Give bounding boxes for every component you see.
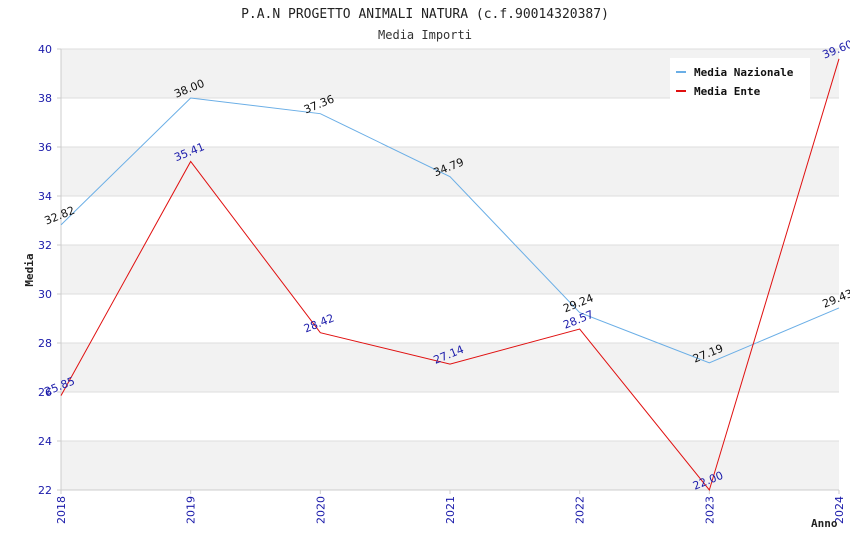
x-axis-label: Anno — [811, 517, 838, 530]
y-tick-label: 38 — [38, 92, 52, 105]
y-tick-label: 32 — [38, 239, 52, 252]
grid-bands — [61, 49, 839, 490]
y-tick-label: 28 — [38, 337, 52, 350]
y-ticks: 22 24 26 28 30 32 34 36 38 40 — [38, 43, 61, 497]
x-tick-label: 2024 — [833, 496, 846, 524]
y-tick-label: 40 — [38, 43, 52, 56]
data-label: 32.82 — [43, 204, 77, 228]
x-tick-label: 2020 — [314, 496, 327, 524]
grid-band — [61, 343, 839, 392]
y-tick-label: 26 — [38, 386, 52, 399]
x-tick-label: 2022 — [574, 496, 587, 524]
series-lines — [60, 58, 840, 492]
data-label: 25.85 — [43, 375, 77, 399]
legend-label: Media Ente — [694, 85, 761, 98]
y-tick-label: 24 — [38, 435, 52, 448]
chart-subtitle: Media Importi — [378, 28, 472, 42]
y-tick-label: 22 — [38, 484, 52, 497]
y-tick-label: 36 — [38, 141, 52, 154]
y-tick-label: 30 — [38, 288, 52, 301]
grid-band — [61, 441, 839, 490]
y-tick-label: 34 — [38, 190, 52, 203]
legend-label: Media Nazionale — [694, 66, 794, 79]
legend-box — [670, 58, 810, 100]
x-tick-label: 2019 — [185, 496, 198, 524]
x-tick-label: 2021 — [444, 496, 457, 524]
legend: Media Nazionale Media Ente — [670, 58, 810, 100]
grid-band — [61, 245, 839, 294]
series-line-media-ente — [60, 58, 840, 492]
series-line-media-nazionale — [60, 97, 840, 364]
x-ticks: 2018 2019 2020 2021 2022 2023 2024 — [55, 490, 846, 524]
chart-title: P.A.N PROGETTO ANIMALI NATURA (c.f.90014… — [241, 7, 609, 22]
grid-band — [61, 147, 839, 196]
x-tick-label: 2023 — [703, 496, 716, 524]
x-tick-label: 2018 — [55, 496, 68, 524]
y-axis-label: Media — [23, 253, 36, 286]
